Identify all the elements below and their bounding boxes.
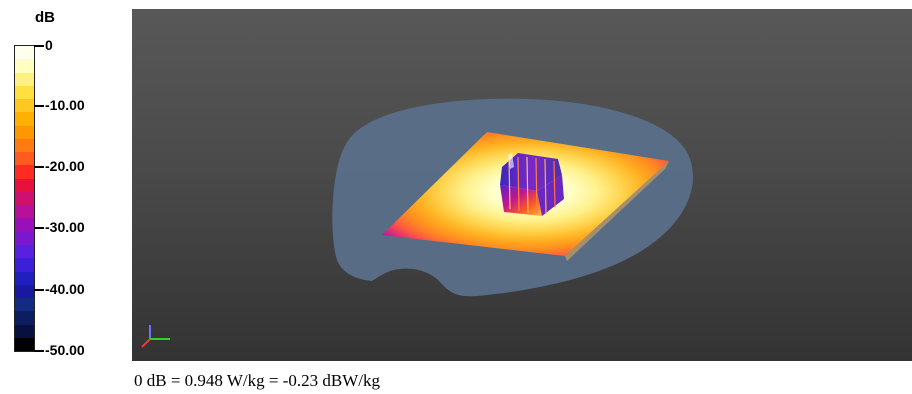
legend-tick-label-5: -50.00 xyxy=(45,342,85,358)
plane-edge xyxy=(565,161,669,261)
legend-swatch xyxy=(15,125,34,139)
legend-swatch xyxy=(15,152,34,166)
axis-triad-icon xyxy=(141,325,170,348)
legend-tick xyxy=(34,105,44,107)
legend-swatch xyxy=(15,311,34,325)
legend-swatch xyxy=(15,298,34,312)
legend-swatch xyxy=(15,85,34,100)
measurement-cube xyxy=(500,153,564,216)
legend-swatch xyxy=(15,59,34,73)
legend-swatch xyxy=(15,324,34,338)
legend-swatch xyxy=(15,337,34,352)
legend-tick-label-2: -20.00 xyxy=(45,158,85,174)
legend-swatch xyxy=(15,112,34,126)
legend-swatch xyxy=(15,191,34,206)
legend-swatch xyxy=(15,46,34,60)
legend-unit-label: dB xyxy=(35,9,55,26)
legend-tick-label-1: -10.00 xyxy=(45,97,85,113)
legend-swatch xyxy=(15,271,34,285)
legend-swatch xyxy=(15,99,34,113)
legend-swatch xyxy=(15,218,34,232)
3d-viewport[interactable] xyxy=(132,9,912,361)
legend-swatch xyxy=(15,231,34,245)
legend-swatch xyxy=(15,205,34,219)
color-legend: dB 0 -10.00 -20.00 -30.00 -40.00 -50.00 xyxy=(0,0,130,370)
sar-scene xyxy=(141,98,693,348)
normalization-caption: 0 dB = 0.948 W/kg = -0.23 dBW/kg xyxy=(134,371,380,390)
legend-tick-label-0: 0 xyxy=(45,37,53,53)
legend-tick-label-3: -30.00 xyxy=(45,219,85,235)
legend-swatch xyxy=(15,178,34,192)
legend-swatch xyxy=(15,165,34,179)
legend-tick-label-4: -40.00 xyxy=(45,281,85,297)
legend-swatch xyxy=(15,258,34,272)
legend-tick xyxy=(34,289,44,291)
legend-tick xyxy=(34,350,44,352)
legend-swatch xyxy=(15,138,34,153)
legend-swatch xyxy=(15,284,34,299)
legend-color-bar xyxy=(14,45,35,352)
legend-tick xyxy=(34,45,44,47)
legend-tick xyxy=(34,166,44,168)
legend-tick xyxy=(34,227,44,229)
legend-swatch xyxy=(15,72,34,86)
legend-swatch xyxy=(15,244,34,259)
